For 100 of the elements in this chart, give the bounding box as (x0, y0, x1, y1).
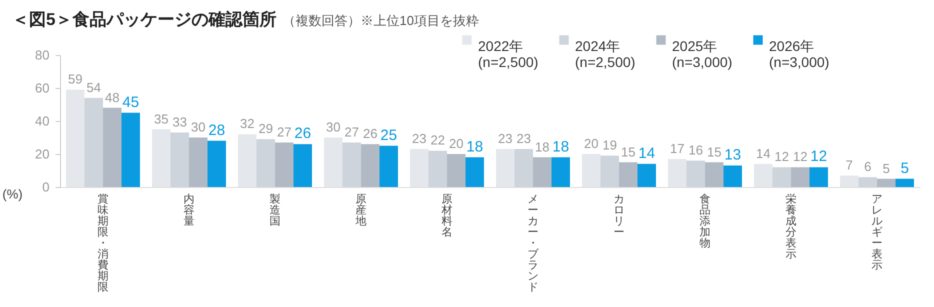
x-tick-label: 内容量 (184, 192, 194, 228)
bar (705, 162, 724, 187)
y-tick-label: 40 (35, 114, 50, 128)
bar (840, 175, 859, 187)
data-label: 6 (864, 159, 872, 174)
data-label: 18 (552, 138, 570, 156)
bar (275, 142, 294, 187)
bar (379, 146, 398, 187)
data-label: 5 (882, 160, 890, 176)
bar (256, 139, 275, 187)
bar (361, 144, 380, 187)
bar (668, 158, 687, 187)
legend-label: 2022年 (n=2,500) (478, 38, 538, 70)
x-tick-label: 食品添加物 (700, 194, 710, 250)
data-label: 29 (258, 121, 273, 136)
data-label: 23 (412, 131, 426, 146)
data-label: 19 (602, 138, 617, 153)
bar (877, 178, 896, 187)
data-label: 35 (154, 111, 168, 126)
data-label: 30 (191, 120, 206, 134)
y-tick-label: 80 (35, 48, 50, 62)
data-label: 23 (498, 131, 512, 146)
bar (103, 108, 122, 187)
x-tick-label: 原材料名 (440, 194, 452, 238)
data-label: 45 (122, 94, 140, 111)
y-tick-label: 0 (42, 180, 50, 194)
data-label: 30 (326, 120, 340, 134)
bar (121, 112, 140, 187)
bar (858, 177, 877, 187)
x-tick-label: 製造国 (270, 192, 280, 228)
category-label: 賞味期限・消費期限 (98, 194, 108, 294)
data-label: 54 (86, 80, 101, 95)
bar (293, 144, 312, 187)
bar (207, 140, 226, 187)
data-label: 13 (724, 146, 742, 164)
bar (582, 154, 601, 187)
bar (619, 162, 638, 187)
data-label: 28 (208, 122, 226, 139)
y-tick-label: 20 (35, 146, 50, 162)
y-axis-title: (%) (2, 186, 23, 202)
x-tick-label: 栄養成分表示 (786, 192, 796, 260)
data-label: 48 (105, 90, 120, 105)
data-label: 12 (810, 148, 828, 166)
legend-label: 2024年 (n=2,500) (575, 38, 636, 70)
bar (84, 98, 103, 187)
x-tick-label: アレルギー表示 (872, 194, 882, 272)
bar (152, 129, 171, 187)
data-label: 12 (774, 149, 789, 164)
legend-label: 2026年 (n=3,000) (769, 38, 830, 70)
bar (514, 149, 533, 187)
y-tick-label: 60 (35, 80, 50, 96)
category-label: メーカー・ブランド (528, 194, 538, 294)
legend-label: 2025年 (n=3,000) (672, 38, 732, 70)
bar (410, 149, 429, 187)
chart-title: ＜図5＞食品パッケージの確認箇所 (12, 10, 276, 29)
bar (238, 134, 257, 187)
bar (496, 149, 515, 187)
bar (809, 167, 828, 187)
x-tick-label: 原産地 (354, 194, 366, 228)
data-label: 23 (516, 131, 531, 146)
data-label: 16 (688, 142, 703, 158)
data-label: 17 (670, 140, 684, 156)
bar (324, 138, 343, 187)
data-label: 20 (584, 136, 598, 151)
data-label: 22 (430, 132, 445, 148)
data-label: 32 (240, 116, 254, 132)
bar (895, 178, 914, 187)
data-label: 33 (172, 114, 187, 130)
chart-subtitle: （複数回答）※上位10項目を抜粋 (282, 13, 479, 28)
bar (428, 150, 447, 187)
bar (723, 166, 742, 187)
bar (791, 167, 810, 187)
bar (686, 160, 705, 187)
data-label: 12 (793, 149, 808, 164)
data-label: 27 (277, 124, 292, 140)
bar (772, 167, 791, 187)
data-label: 15 (621, 144, 636, 160)
bar (170, 132, 189, 187)
data-label: 26 (294, 125, 312, 142)
data-label: 26 (363, 126, 378, 142)
bar (66, 90, 85, 187)
bar (342, 142, 361, 187)
data-label: 5 (900, 160, 909, 177)
data-label: 25 (380, 126, 398, 144)
data-label: 14 (756, 146, 770, 161)
data-label: 59 (68, 72, 82, 87)
data-label: 7 (846, 157, 853, 172)
x-tick-label: カロリー (614, 194, 624, 238)
data-label: 18 (535, 139, 550, 154)
bar (754, 164, 773, 187)
data-label: 18 (466, 138, 484, 156)
bar (465, 157, 484, 187)
bar (551, 157, 570, 187)
bar (189, 138, 208, 187)
bar (447, 154, 466, 187)
bar (637, 164, 656, 187)
bar (600, 156, 619, 187)
data-label: 20 (449, 136, 464, 151)
data-label: 15 (707, 144, 722, 160)
bar (533, 157, 552, 187)
